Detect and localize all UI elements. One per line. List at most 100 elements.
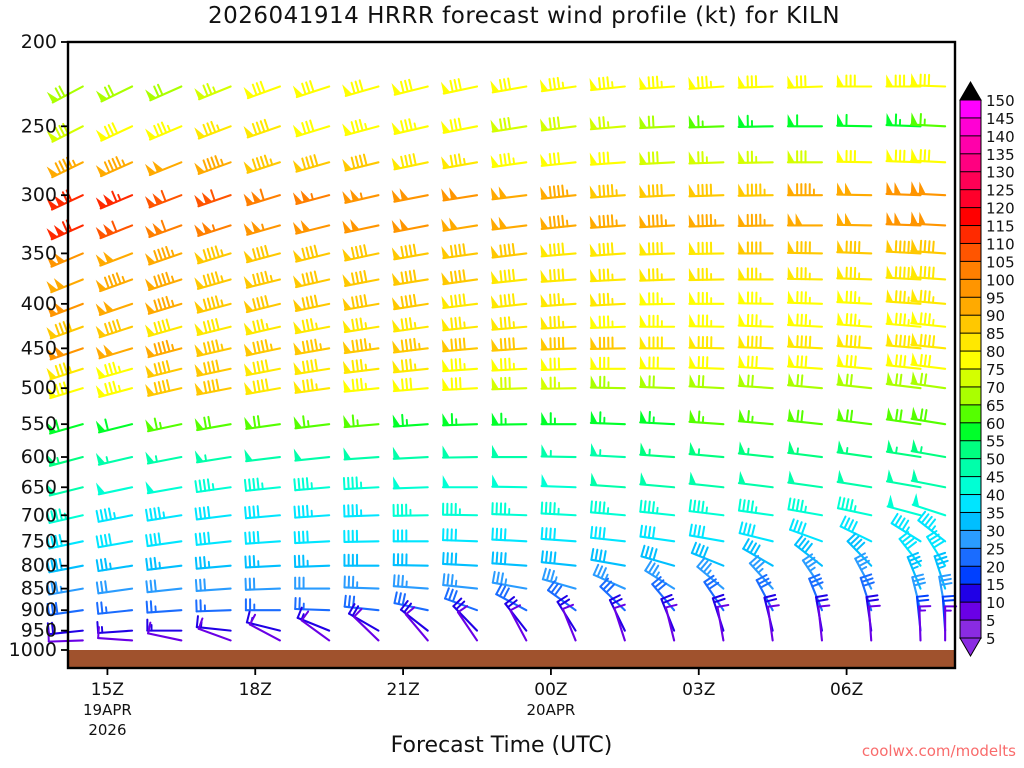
- barb-full: [753, 544, 761, 557]
- barb-staff: [97, 540, 134, 549]
- barb-full: [310, 339, 315, 353]
- x-axis-title: Forecast Time (UTC): [391, 733, 613, 758]
- wind-barb: [540, 336, 577, 351]
- barb-half: [105, 456, 109, 464]
- wind-barb: [786, 240, 824, 255]
- barb-full: [598, 152, 602, 166]
- barb-pennant: [46, 304, 58, 317]
- wind-barb: [243, 80, 281, 100]
- barb-full: [610, 184, 614, 198]
- barb-pennant: [910, 148, 918, 162]
- wind-barb: [293, 338, 331, 356]
- barb-full: [907, 266, 910, 280]
- barb-full: [549, 269, 552, 283]
- barb-full: [705, 578, 717, 587]
- barb-half: [705, 506, 708, 515]
- barb-half: [68, 366, 73, 374]
- barb-full: [557, 215, 561, 229]
- wind-barb: [95, 507, 134, 523]
- barb-pennant: [886, 353, 894, 367]
- barb-pennant: [787, 470, 795, 484]
- barb-pennant: [639, 336, 647, 349]
- barb-full: [403, 602, 413, 614]
- x-tick-sublabel: 20APR: [527, 701, 576, 719]
- barb-pennant: [490, 119, 500, 132]
- barb-full: [350, 81, 356, 95]
- wind-barb: [688, 441, 725, 459]
- barb-full: [898, 531, 910, 540]
- barb-half: [904, 526, 910, 534]
- barb-pennant: [886, 371, 894, 386]
- barb-full: [859, 573, 873, 579]
- wind-barb: [145, 532, 183, 548]
- barb-full: [449, 244, 454, 258]
- barb-full: [911, 573, 924, 579]
- barb-pennant: [490, 245, 500, 258]
- barb-pennant: [541, 376, 549, 390]
- barb-full: [502, 587, 510, 600]
- barb-full: [598, 268, 602, 282]
- wind-barb: [910, 406, 947, 426]
- colorbar-tick-label: 110: [986, 235, 1015, 253]
- wind-barb: [392, 446, 429, 460]
- barb-full: [923, 239, 927, 253]
- barb-pennant: [194, 301, 205, 314]
- barb-pennant: [194, 88, 206, 100]
- barb-staff: [343, 540, 380, 543]
- barb-half: [845, 446, 849, 455]
- barb-staff: [491, 581, 528, 590]
- wind-barb: [808, 573, 824, 612]
- barb-full: [412, 153, 417, 166]
- barb-pennant: [738, 213, 746, 227]
- barb-full: [598, 501, 602, 515]
- barb-pennant: [342, 220, 352, 233]
- wind-barb: [737, 354, 774, 370]
- colorbar-segment: [959, 601, 982, 621]
- barb-full: [894, 240, 898, 254]
- wind-barb: [145, 600, 183, 614]
- barb-full: [153, 556, 157, 570]
- barb-staff: [300, 619, 331, 642]
- wind-barb: [885, 181, 922, 197]
- colorbar-segment: [959, 350, 982, 370]
- barb-pennant: [491, 444, 500, 458]
- barb-full: [561, 214, 565, 228]
- barb-full: [458, 243, 462, 257]
- barb-pennant: [300, 220, 311, 233]
- barb-pennant: [837, 440, 845, 454]
- barb-pennant: [589, 293, 598, 306]
- barb-full: [651, 151, 655, 165]
- barb-full: [112, 380, 118, 394]
- barb-pennant: [639, 374, 647, 388]
- barb-full: [260, 296, 265, 309]
- barb-pennant: [540, 186, 549, 200]
- barb-full: [746, 355, 750, 369]
- barb-half: [310, 193, 314, 201]
- barb-half: [809, 566, 816, 572]
- wind-barb: [292, 244, 331, 263]
- barb-full: [451, 590, 458, 603]
- colorbar-tick-label: 125: [986, 182, 1015, 200]
- barb-pennant: [910, 112, 918, 126]
- barb-full: [301, 505, 305, 519]
- barb-full: [206, 122, 213, 135]
- colorbar-segment: [959, 422, 982, 442]
- barb-full: [919, 333, 923, 347]
- barb-full: [400, 271, 405, 285]
- wind-barb: [885, 371, 922, 390]
- barb-pennant: [292, 192, 303, 205]
- barb-pennant: [342, 320, 352, 333]
- barb-full: [702, 546, 709, 559]
- ground-bar: [68, 650, 955, 668]
- barb-pennant: [639, 442, 647, 456]
- barb-pennant: [539, 79, 549, 92]
- barb-pennant: [95, 165, 108, 177]
- barb-pennant: [540, 316, 549, 329]
- barb-full: [849, 535, 860, 546]
- wind-barb: [885, 353, 922, 370]
- wind-barb: [243, 118, 281, 139]
- barb-pennant: [46, 131, 59, 143]
- barb-staff: [613, 607, 626, 642]
- barb-half: [463, 321, 466, 329]
- barb-pennant: [639, 292, 647, 305]
